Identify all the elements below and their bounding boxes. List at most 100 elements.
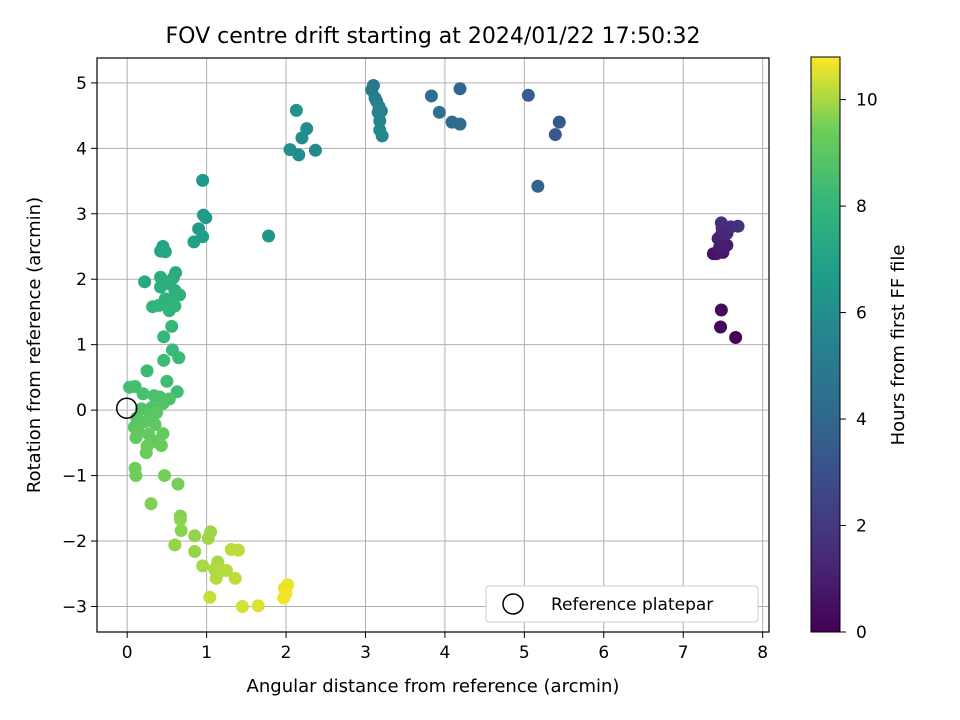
data-point	[129, 469, 143, 483]
y-tick-label: 0	[76, 401, 87, 421]
y-tick-label: 5	[76, 74, 87, 94]
x-axis-label: Angular distance from reference (arcmin)	[247, 676, 620, 697]
x-tick-label: 1	[201, 643, 212, 663]
data-point	[235, 599, 249, 613]
data-point	[154, 438, 168, 452]
colorbar-tick-label: 10	[856, 91, 878, 111]
data-point	[209, 571, 223, 585]
data-point	[157, 353, 171, 367]
x-tick-label: 5	[519, 643, 530, 663]
data-point	[144, 497, 158, 511]
legend-box	[485, 585, 759, 623]
data-point	[731, 219, 745, 233]
data-point	[150, 406, 164, 420]
data-point	[373, 114, 387, 128]
x-tick-label: 7	[678, 643, 689, 663]
data-point	[283, 143, 297, 157]
colorbar-tick-label: 8	[856, 197, 867, 217]
data-point	[138, 275, 152, 289]
data-point	[231, 543, 245, 557]
data-point	[156, 397, 170, 411]
x-tick-label: 8	[757, 643, 768, 663]
data-point	[158, 245, 172, 259]
y-tick-label: 4	[76, 139, 87, 159]
data-point	[168, 538, 182, 552]
colorbar-label: Hours from first FF file	[888, 245, 909, 446]
data-point	[714, 303, 728, 317]
legend: Reference platepar	[485, 585, 759, 623]
data-point	[171, 477, 185, 491]
data-point	[158, 469, 172, 483]
data-point	[196, 173, 210, 187]
data-point	[157, 330, 171, 344]
data-point	[548, 128, 562, 142]
data-point	[552, 115, 566, 129]
x-tick-label: 6	[598, 643, 609, 663]
data-point	[714, 216, 728, 230]
chart-title: FOV centre drift starting at 2024/01/22 …	[166, 24, 701, 49]
x-axis-ticks: 0 1 2 3 4 5 6 7 8	[122, 632, 768, 663]
y-tick-label: −3	[62, 597, 87, 617]
data-point	[219, 563, 233, 577]
colorbar-tick-label: 6	[856, 304, 867, 324]
data-point	[228, 571, 242, 585]
data-point	[139, 446, 153, 460]
colorbar-tick-label: 2	[856, 517, 867, 537]
data-point	[136, 387, 150, 401]
data-point	[172, 351, 186, 365]
data-point	[445, 115, 459, 129]
data-point	[714, 320, 728, 334]
data-point	[152, 298, 166, 312]
data-point	[174, 524, 188, 538]
data-point	[262, 229, 276, 243]
y-tick-label: 2	[76, 270, 87, 290]
data-point	[201, 531, 215, 545]
data-points	[123, 78, 745, 613]
legend-marker	[502, 593, 524, 615]
reference-platepar-marker	[115, 397, 138, 419]
data-point	[295, 131, 309, 145]
y-tick-label: −2	[62, 532, 87, 552]
data-point	[374, 104, 388, 118]
data-point	[521, 88, 535, 102]
data-point	[432, 105, 446, 119]
legend-label: Reference platepar	[551, 595, 713, 615]
x-tick-label: 0	[122, 643, 133, 663]
data-point	[729, 330, 743, 344]
y-axis-label: Rotation from reference (arcmin)	[24, 197, 45, 493]
y-tick-label: 1	[76, 336, 87, 356]
data-point	[188, 529, 202, 543]
data-point	[199, 211, 213, 225]
data-point	[251, 599, 265, 613]
data-point	[138, 415, 152, 429]
data-point	[162, 304, 176, 318]
colorbar-tick-label: 4	[856, 410, 867, 430]
x-tick-label: 3	[360, 643, 371, 663]
colorbar-gradient	[810, 56, 841, 633]
data-point	[148, 418, 162, 432]
data-point	[196, 559, 210, 573]
data-point	[154, 280, 168, 294]
colorbar-tick-label: 0	[856, 623, 867, 643]
colorbar-ticks: 0 2 4 6 8 10	[840, 91, 878, 643]
x-tick-label: 4	[440, 643, 451, 663]
data-point	[424, 89, 438, 103]
data-point	[531, 179, 545, 193]
data-point	[160, 374, 174, 388]
colorbar: 0 2 4 6 8 10 Hours from first FF file	[810, 56, 909, 643]
y-axis-ticks: −3 −2 −1 0 1 2 3 4 5	[62, 74, 97, 617]
data-point	[187, 235, 201, 249]
x-tick-label: 2	[281, 643, 292, 663]
y-tick-label: −1	[62, 467, 87, 487]
data-point	[173, 512, 187, 526]
y-tick-label: 3	[76, 205, 87, 225]
data-point	[129, 431, 143, 445]
data-point	[203, 590, 217, 604]
data-point	[140, 364, 154, 378]
data-point	[375, 129, 389, 143]
data-point	[165, 319, 179, 333]
data-point	[188, 544, 202, 558]
data-point	[453, 82, 467, 96]
data-point	[279, 586, 293, 600]
